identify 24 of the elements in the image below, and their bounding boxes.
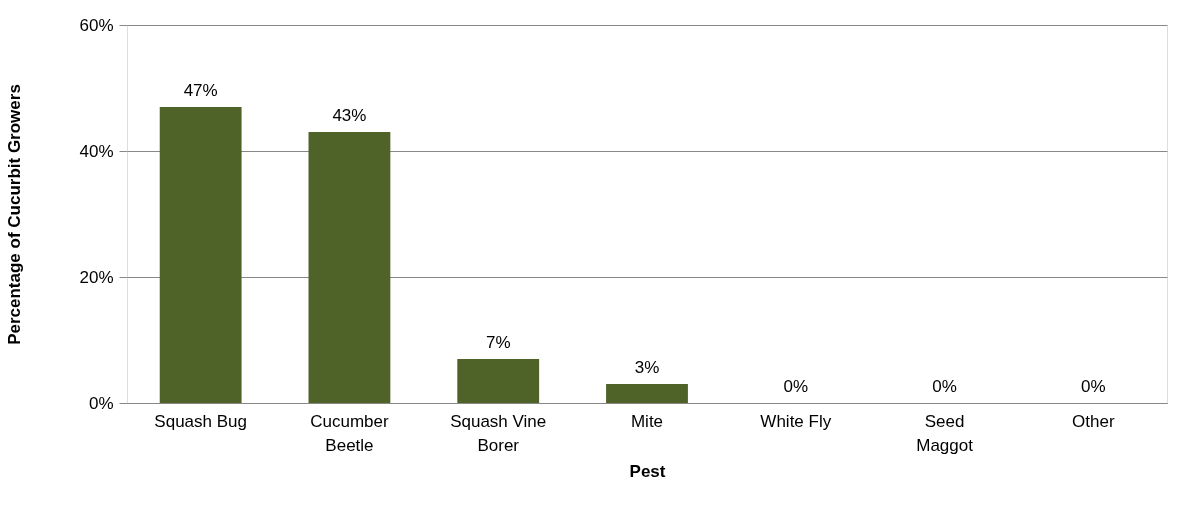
y-tick-label: 60%: [79, 15, 114, 35]
x-tick-label: Other: [1072, 411, 1115, 431]
data-label: 0%: [932, 377, 957, 396]
y-tick-label: 20%: [79, 267, 114, 287]
x-tick-label: Mite: [630, 411, 664, 431]
data-label: 0%: [1081, 377, 1106, 396]
x-tick-label: Seed Maggot: [916, 411, 974, 455]
y-tick-label: 40%: [79, 141, 114, 161]
y-tick-label: 0%: [88, 393, 114, 413]
data-label: 43%: [332, 106, 367, 126]
bar: [457, 358, 540, 403]
y-axis-title: Percentage of Cucurbit Growers: [5, 84, 25, 345]
bar: [606, 384, 688, 403]
data-label: 0%: [783, 377, 809, 396]
x-tick-label: Squash Bug: [154, 411, 247, 431]
x-tick-label: White Fly: [760, 411, 832, 431]
x-tick-label: Squash Vine Borer: [450, 411, 547, 455]
bar: [159, 106, 242, 403]
x-axis-title: Pest: [629, 461, 666, 481]
data-label: 7%: [485, 332, 511, 352]
data-label: 3%: [634, 358, 660, 378]
bar: [308, 132, 391, 403]
x-tick-label: Cucumber Beetle: [310, 411, 389, 455]
data-label: 47%: [183, 80, 218, 100]
